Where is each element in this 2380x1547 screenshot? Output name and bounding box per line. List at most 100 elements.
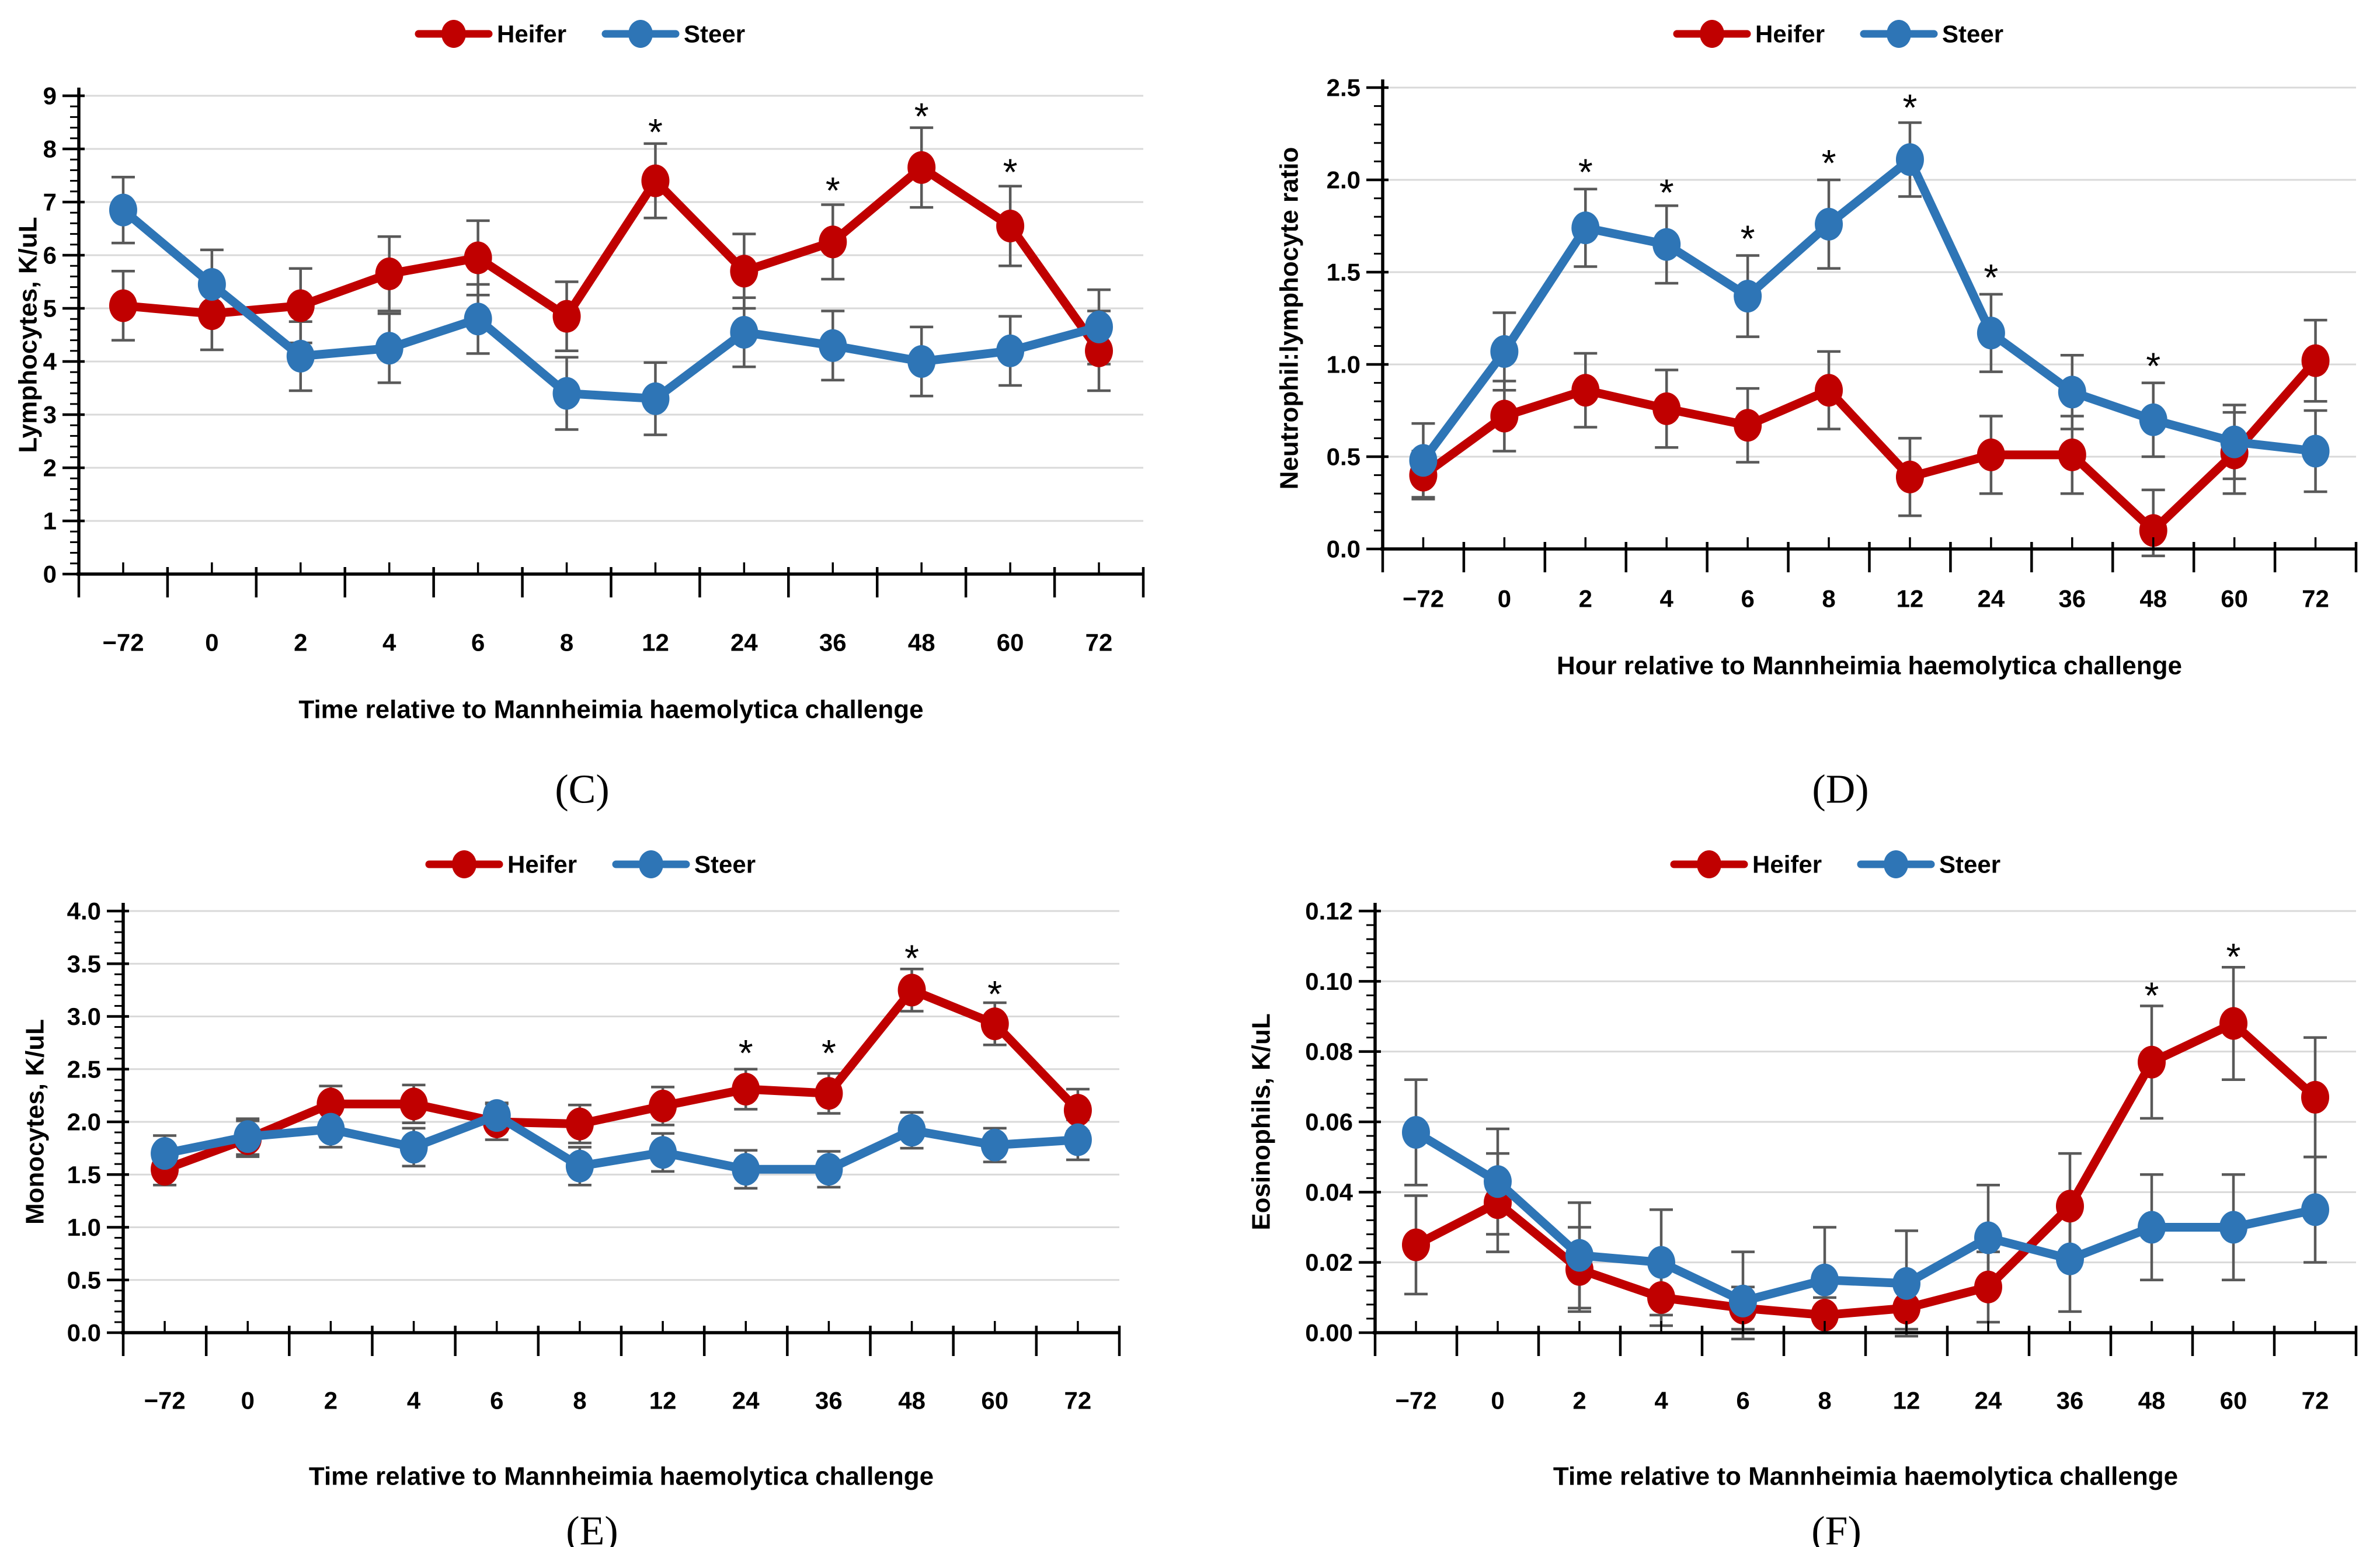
data-point-marker (2301, 1193, 2329, 1226)
x-tick-label: 0 (205, 629, 218, 656)
significance-asterisks: * * * * * * * (1578, 86, 2160, 387)
x-tick-label: 4 (1660, 585, 1674, 613)
data-point-marker (897, 1114, 926, 1147)
x-tick-label: 72 (2302, 1387, 2329, 1414)
x-tick-label: 36 (2058, 585, 2086, 613)
legend-marker (441, 20, 466, 48)
series-heifer (1409, 344, 2330, 547)
y-tick-label: 3.0 (67, 1003, 101, 1030)
data-point-marker (109, 193, 137, 227)
data-point-marker (730, 255, 758, 288)
data-point-marker (464, 241, 492, 274)
data-point-marker (316, 1087, 345, 1121)
data-point-marker (980, 1128, 1009, 1162)
legend-label: Steer (1942, 20, 2003, 48)
x-tick-label: −72 (1395, 1387, 1436, 1414)
y-axis: 0.0 0.5 1.0 1.5 2.0 2.5 (1327, 74, 1389, 563)
x-axis-title: Time relative to Mannheimia haemolytica … (1553, 1462, 2178, 1491)
legend-label: Steer (1939, 851, 2000, 878)
significance-asterisk: * (739, 1032, 753, 1074)
data-point-marker (2139, 514, 2167, 547)
y-axis-title: Neutrophil:lymphocyte ratio (1275, 147, 1304, 490)
x-tick-label: 8 (1818, 1387, 1831, 1414)
x-tick-label: 6 (471, 629, 485, 656)
data-point-marker (897, 974, 926, 1007)
x-tick-label: 8 (1822, 585, 1835, 613)
series-heifer (109, 151, 1114, 367)
x-tick-label: 36 (815, 1387, 843, 1414)
data-point-marker (1565, 1239, 1593, 1272)
panel-E: * ***−72 0 2 4 6 8 12 24 36 48 60 720.00.51.01.52.02… (21, 850, 1121, 1547)
data-point-marker (1409, 444, 1438, 477)
x-axis: −72 0 2 4 6 8 12 24 36 48 60 72 (76, 562, 1145, 656)
series-line (1418, 356, 2320, 535)
data-point-marker (1571, 374, 1600, 407)
x-tick-label: 60 (997, 629, 1024, 656)
data-point-marker (819, 225, 847, 259)
y-axis-title: Monocytes, K/uL (21, 1019, 50, 1225)
data-point-marker (1974, 1270, 2002, 1303)
data-point-marker (996, 209, 1025, 242)
data-point-marker (482, 1099, 511, 1132)
series-line (119, 206, 1104, 404)
data-point-marker (565, 1107, 594, 1141)
panel-D: * ******−72 0 2 4 6 8 12 24 36 48 60 720.00.51.01.52… (1275, 20, 2358, 812)
data-point-marker (2056, 1242, 2084, 1275)
data-point-marker (815, 1153, 843, 1186)
x-tick-label: 6 (1741, 585, 1754, 613)
y-tick-label: 2 (43, 454, 57, 482)
data-point-marker (2058, 438, 2086, 471)
x-tick-label: 24 (732, 1387, 760, 1414)
y-tick-label: 6 (43, 242, 57, 269)
data-point-marker (980, 1007, 1009, 1041)
x-tick-label: 24 (1975, 1387, 2002, 1414)
y-tick-label: 0.00 (1305, 1319, 1353, 1347)
significance-asterisk: * (1984, 256, 1998, 298)
significance-asterisk: * (822, 1032, 836, 1074)
significance-asterisk: * (648, 111, 663, 153)
data-point-marker (1085, 334, 1114, 367)
y-tick-label: 1.5 (1327, 259, 1361, 286)
significance-asterisk: * (2226, 936, 2241, 978)
data-point-marker (286, 289, 315, 322)
data-point-marker (1974, 1221, 2002, 1254)
y-tick-label: 7 (43, 189, 57, 216)
data-point-marker (819, 329, 847, 362)
x-tick-label: 60 (2220, 1387, 2247, 1414)
y-tick-label: 0.06 (1305, 1108, 1353, 1136)
data-point-marker (375, 257, 403, 290)
y-tick-label: 1.0 (67, 1214, 101, 1241)
data-point-marker (1977, 317, 2005, 350)
panel-letter: (D) (1812, 767, 1868, 812)
x-tick-label: 12 (1897, 585, 1924, 613)
significance-asterisk: * (2146, 345, 2160, 387)
x-tick-label: 0 (1498, 585, 1511, 613)
data-point-marker (1815, 374, 1843, 407)
data-point-marker (996, 334, 1025, 367)
x-tick-label: 24 (1978, 585, 2005, 613)
significance-asterisks: * * * * (739, 937, 1002, 1074)
data-point-marker (1490, 399, 1519, 433)
y-axis-title: Lymphocytes, K/uL (14, 217, 43, 453)
y-tick-label: 0.5 (67, 1266, 101, 1294)
y-tick-label: 2.5 (67, 1055, 101, 1083)
y-tick-label: 8 (43, 135, 57, 163)
legend-marker (1887, 20, 1911, 48)
panel-letter: (E) (566, 1509, 618, 1547)
x-tick-label: 48 (898, 1387, 925, 1414)
data-point-marker (815, 1077, 843, 1110)
y-tick-label: 1.5 (67, 1161, 101, 1188)
legend-marker (1700, 20, 1724, 48)
significance-asterisk: * (904, 937, 919, 979)
x-tick-label: 4 (407, 1387, 421, 1414)
significance-asterisk: * (1659, 171, 1674, 213)
x-tick-label: 6 (490, 1387, 503, 1414)
x-tick-label: −72 (144, 1387, 185, 1414)
data-point-marker (1652, 228, 1681, 261)
y-tick-label: 0.04 (1305, 1178, 1353, 1206)
data-point-marker (641, 164, 670, 197)
data-point-marker (732, 1153, 760, 1186)
data-point-marker (197, 297, 226, 331)
data-point-marker (1734, 409, 1762, 442)
